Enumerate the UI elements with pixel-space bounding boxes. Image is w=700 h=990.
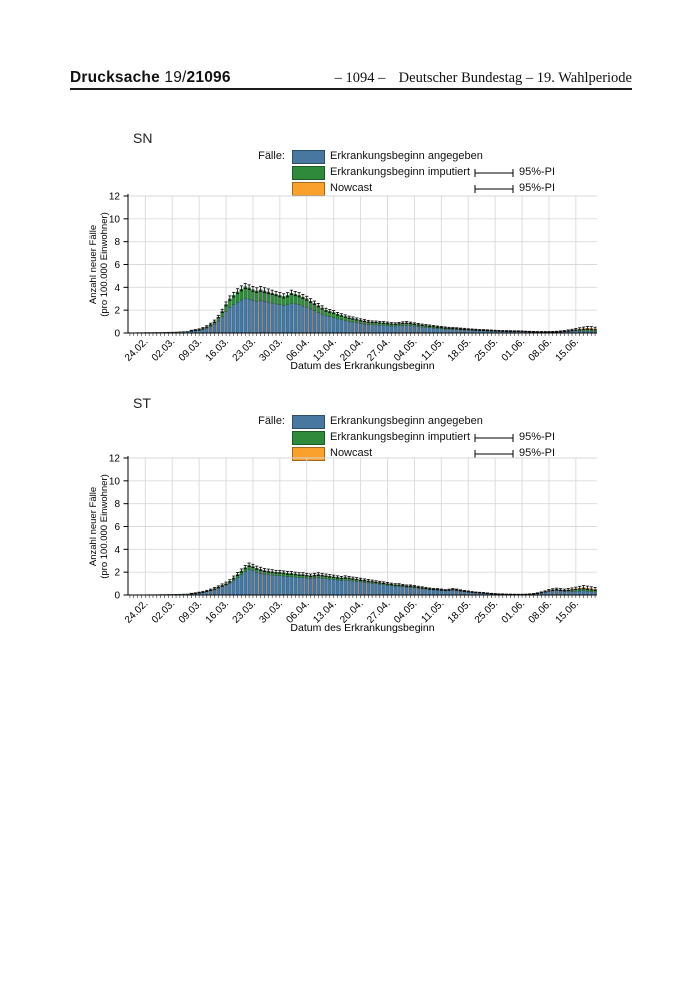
doc-number-prefix: 19/	[159, 69, 187, 86]
chart-plot-st: 0 2 4 6 8 10 12 24.02. 02.03. 09.03. 16.03. 23.03. 3…	[88, 454, 597, 634]
svg-text:30.03.: 30.03.	[258, 598, 285, 625]
svg-text:25.05.: 25.05.	[473, 598, 500, 625]
legend-item-angegeben: Erkrankungsbeginn angegeben	[0, 149, 700, 164]
svg-text:09.03.: 09.03.	[177, 336, 204, 363]
svg-text:15.06.: 15.06.	[554, 598, 581, 625]
svg-text:4: 4	[114, 283, 120, 294]
svg-text:09.03.: 09.03.	[177, 598, 204, 625]
svg-text:8: 8	[114, 237, 120, 248]
header-session-title: Deutscher Bundestag – 19. Wahlperiode	[398, 70, 632, 86]
svg-text:02.03.: 02.03.	[150, 336, 177, 363]
svg-text:24.02.: 24.02.	[123, 336, 150, 363]
svg-text:30.03.: 30.03.	[258, 336, 285, 363]
svg-text:01.06.: 01.06.	[500, 598, 527, 625]
legend-item-imputiert: Erkrankungsbeginn imputiert 95%-PI	[0, 430, 700, 445]
svg-text:2: 2	[114, 306, 120, 317]
svg-text:08.06.: 08.06.	[527, 336, 554, 363]
chart-title-st: ST	[133, 395, 151, 411]
svg-text:08.06.: 08.06.	[527, 598, 554, 625]
svg-text:01.06.: 01.06.	[500, 336, 527, 363]
svg-text:24.02.: 24.02.	[123, 598, 150, 625]
legend-cases-label: Fälle:	[258, 150, 285, 162]
svg-text:16.03.: 16.03.	[204, 598, 231, 625]
bars-stacked	[128, 565, 597, 596]
svg-text:02.03.: 02.03.	[150, 598, 177, 625]
pi-label: 95%-PI	[519, 431, 556, 443]
swatch-nowcast	[292, 447, 325, 461]
svg-text:12: 12	[109, 192, 121, 203]
swatch-imputiert	[292, 166, 325, 180]
y-axis-title: Anzahl neuer Fälle(pro 100.000 Einwohner…	[88, 474, 110, 579]
header-rule	[70, 88, 632, 90]
error-bar-icon	[474, 450, 514, 458]
error-bar-icon	[474, 185, 514, 193]
x-axis-title: Datum des Erkrankungsbeginn	[290, 360, 434, 372]
svg-text:23.03.: 23.03.	[231, 336, 258, 363]
svg-text:6: 6	[114, 260, 120, 271]
x-axis-title: Datum des Erkrankungsbeginn	[290, 622, 434, 634]
svg-text:0: 0	[114, 329, 120, 340]
svg-text:16.03.: 16.03.	[204, 336, 231, 363]
svg-text:12: 12	[109, 454, 121, 465]
svg-text:15.06.: 15.06.	[554, 336, 581, 363]
page-number: – 1094 –	[334, 70, 386, 86]
legend-st: Fälle: Erkrankungsbeginn angegeben Erkra…	[0, 414, 700, 464]
pi-whiskers	[189, 562, 597, 595]
pi-label: 95%-PI	[519, 182, 556, 194]
legend-item-nowcast: Nowcast 95%-PI	[0, 181, 700, 196]
chart-plot-sn: 0 2 4 6 8 10 12 24.02. 02.03. 09.03. 16.03. 23.03. 3…	[88, 192, 597, 372]
doc-number-value: 21096	[186, 69, 231, 86]
error-bar-icon	[474, 434, 514, 442]
axes: 0 2 4 6 8 10 12	[109, 192, 597, 340]
legend-label: Erkrankungsbeginn imputiert	[330, 166, 471, 178]
pi-whiskers	[189, 283, 597, 333]
svg-text:18.05.: 18.05.	[446, 598, 473, 625]
swatch-angegeben	[292, 150, 325, 164]
doc-number: Drucksache 19/21096	[70, 69, 231, 87]
chart-title-sn: SN	[133, 130, 153, 146]
legend-label: Nowcast	[330, 182, 373, 194]
swatch-imputiert	[292, 431, 325, 445]
legend-item-imputiert: Erkrankungsbeginn imputiert 95%-PI	[0, 165, 700, 180]
gridlines	[128, 195, 597, 333]
legend-item-nowcast: Nowcast 95%-PI	[0, 446, 700, 461]
svg-text:10: 10	[109, 214, 121, 225]
legend-item-angegeben: Erkrankungsbeginn angegeben	[0, 414, 700, 429]
gridlines	[128, 457, 597, 595]
legend-cases-label: Fälle:	[258, 415, 285, 427]
pi-label: 95%-PI	[519, 166, 556, 178]
svg-text:10: 10	[109, 476, 121, 487]
svg-text:6: 6	[114, 522, 120, 533]
legend-sn: Fälle: Erkrankungsbeginn angegeben Erkra…	[0, 149, 700, 199]
swatch-angegeben	[292, 415, 325, 429]
axes: 0 2 4 6 8 10 12	[109, 454, 597, 602]
svg-text:25.05.: 25.05.	[473, 336, 500, 363]
svg-text:23.03.: 23.03.	[231, 598, 258, 625]
error-bar-icon	[474, 169, 514, 177]
y-axis-title: Anzahl neuer Fälle(pro 100.000 Einwohner…	[88, 212, 110, 317]
svg-text:2: 2	[114, 568, 120, 579]
swatch-nowcast	[292, 182, 325, 196]
legend-label: Erkrankungsbeginn imputiert	[330, 431, 471, 443]
legend-label: Erkrankungsbeginn angegeben	[330, 150, 483, 162]
svg-text:18.05.: 18.05.	[446, 336, 473, 363]
svg-text:8: 8	[114, 499, 120, 510]
doc-label: Drucksache	[70, 69, 160, 86]
svg-text:4: 4	[114, 545, 120, 556]
pi-label: 95%-PI	[519, 447, 556, 459]
legend-label: Erkrankungsbeginn angegeben	[330, 415, 483, 427]
svg-text:0: 0	[114, 591, 120, 602]
legend-label: Nowcast	[330, 447, 373, 459]
